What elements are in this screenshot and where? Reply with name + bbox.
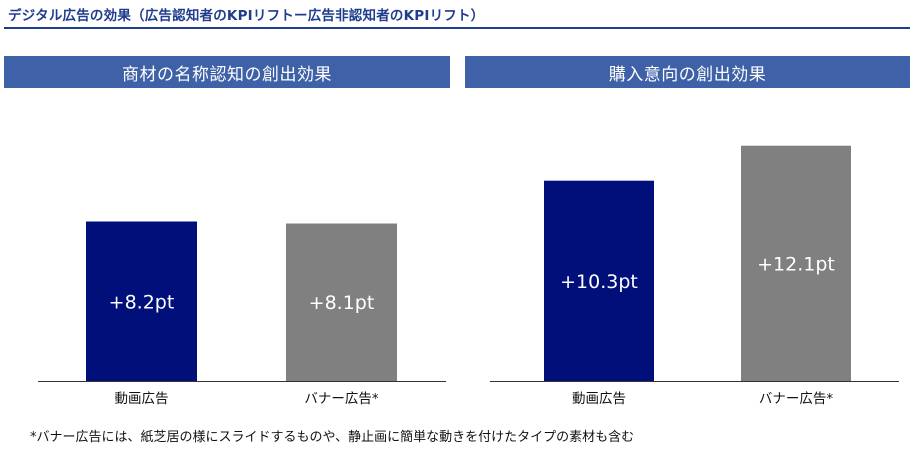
category-label-chart2-banner: バナー広告* — [759, 391, 833, 407]
category-label-chart2-video: 動画広告 — [572, 391, 626, 407]
chart-header-purchase-intent: 購入意向の創出効果 — [465, 56, 910, 88]
bar-chart2-video — [544, 180, 654, 381]
bar-chart1-banner — [286, 223, 397, 381]
value-label-chart1-video: +8.2pt — [109, 291, 175, 313]
value-label-chart1-banner: +8.1pt — [309, 292, 375, 314]
category-label-chart1-banner: バナー広告* — [304, 391, 378, 407]
bar-chart1-video — [86, 221, 197, 381]
footnote: *バナー広告には、紙芝居の様にスライドするものや、静止画に簡単な動きを付けたタイ… — [30, 430, 635, 445]
page-title: デジタル広告の効果（広告認知者のKPIリフトー広告非認知者のKPIリフト） — [8, 8, 485, 24]
bar-chart2-banner — [741, 145, 851, 381]
title-underline — [4, 27, 910, 29]
value-label-chart2-banner: +12.1pt — [757, 253, 835, 275]
chart-header-brand-awareness: 商材の名称認知の創出効果 — [4, 56, 450, 88]
category-label-chart1-video: 動画広告 — [115, 391, 169, 407]
value-label-chart2-video: +10.3pt — [560, 271, 638, 293]
